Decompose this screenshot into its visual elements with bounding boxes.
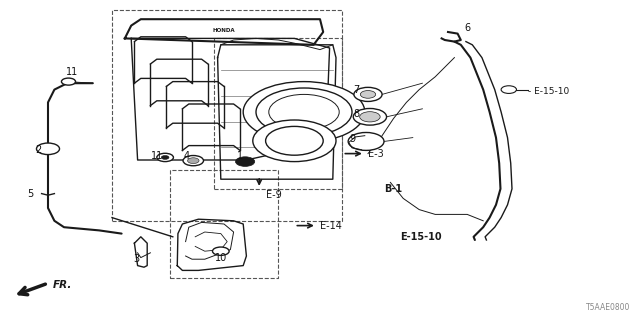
Text: 8: 8 [353,108,360,119]
Text: FR.: FR. [52,280,72,290]
Text: 11: 11 [150,151,163,161]
Circle shape [157,153,173,162]
Circle shape [161,156,169,159]
Circle shape [212,247,229,255]
Circle shape [256,88,352,136]
Text: - E-15-10: - E-15-10 [528,87,569,96]
Circle shape [353,108,387,125]
Circle shape [354,87,382,101]
Circle shape [236,157,255,166]
Circle shape [269,94,339,130]
Circle shape [61,78,76,85]
Circle shape [36,143,60,155]
Circle shape [360,112,380,122]
Text: 10: 10 [214,252,227,263]
Text: 6: 6 [464,23,470,33]
Text: 4: 4 [184,151,190,161]
Text: 2: 2 [35,145,42,156]
Text: HONDA: HONDA [212,28,236,33]
Circle shape [348,132,384,150]
Text: E-15-10: E-15-10 [400,232,442,242]
Text: T5AAE0800: T5AAE0800 [586,303,630,312]
Text: 9: 9 [349,134,355,144]
Circle shape [360,91,376,98]
Text: E-3: E-3 [368,148,384,159]
Text: 7: 7 [353,84,360,95]
Circle shape [188,158,199,164]
Text: E-14: E-14 [320,220,342,231]
Circle shape [266,126,323,155]
Text: 5: 5 [28,188,34,199]
Text: E-9: E-9 [266,190,282,200]
Circle shape [243,82,365,142]
Text: 1: 1 [237,151,243,161]
Text: B-1: B-1 [384,184,402,194]
Text: 3: 3 [133,254,140,264]
Circle shape [253,120,336,162]
Circle shape [501,86,516,93]
Circle shape [183,156,204,166]
Text: 11: 11 [66,67,79,77]
